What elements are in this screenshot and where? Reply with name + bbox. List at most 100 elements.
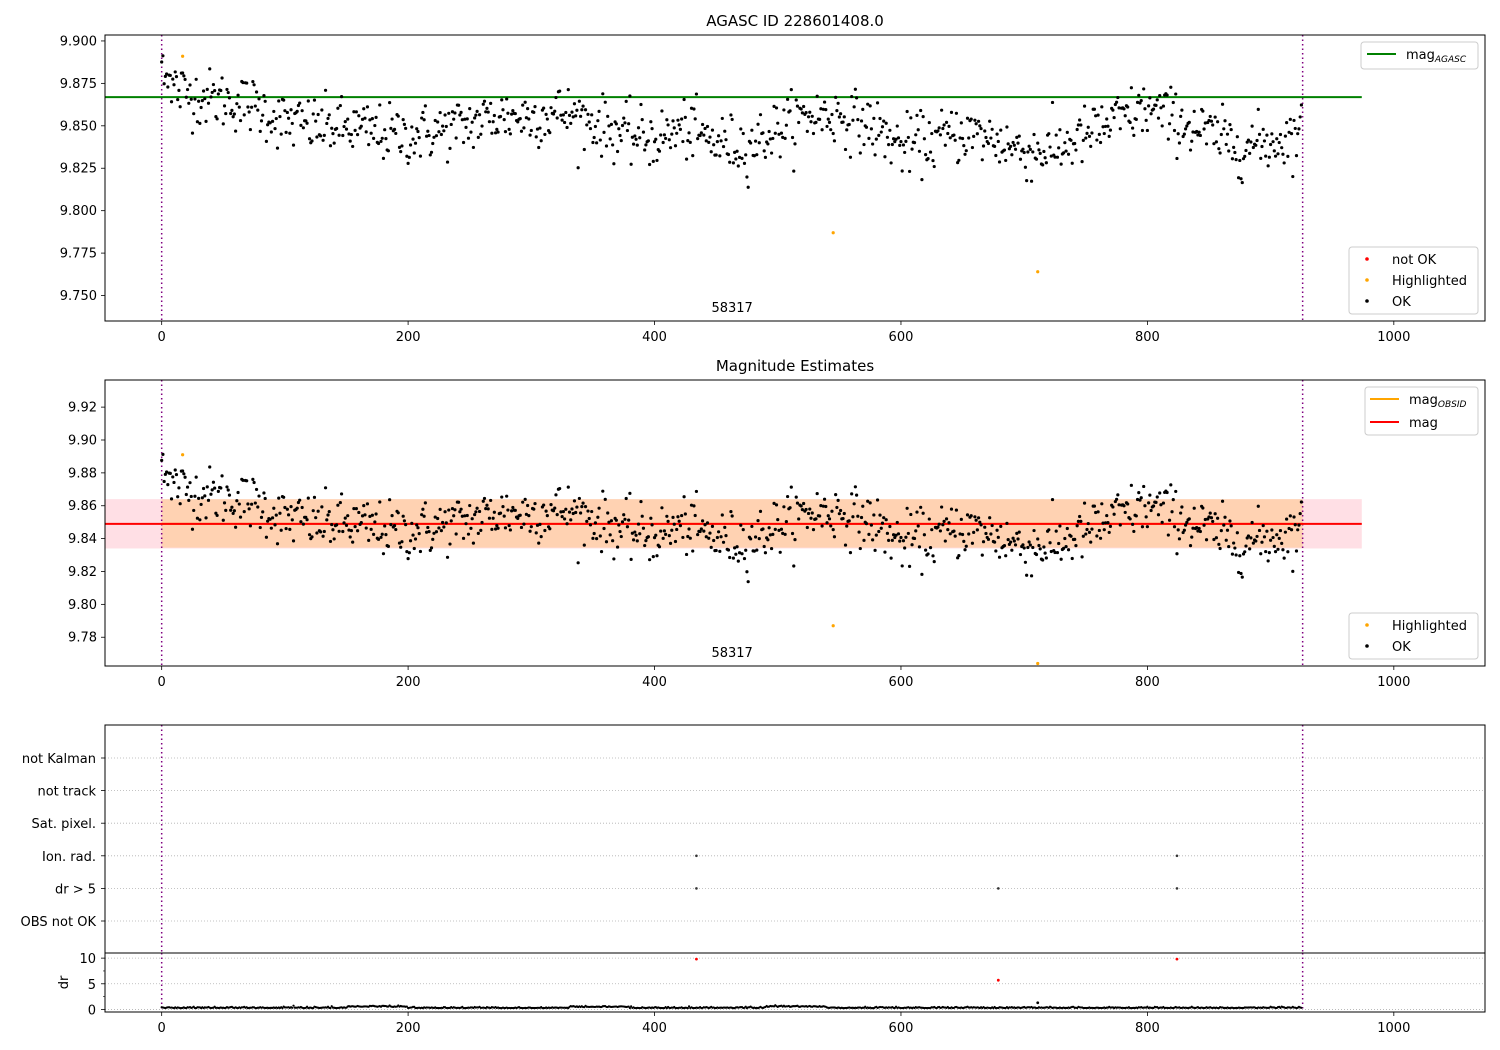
middle-ok-point <box>1286 550 1290 554</box>
middle-ok-point <box>936 525 940 529</box>
middle-ok-point <box>1116 493 1120 497</box>
top-ok-point <box>351 144 355 149</box>
top-ok-point <box>299 123 303 127</box>
top-ok-point <box>471 145 476 150</box>
top-ok-point <box>1161 104 1166 108</box>
middle-ok-point <box>852 502 856 506</box>
middle-ok-point <box>378 500 382 504</box>
top-ok-point <box>1126 105 1130 109</box>
middle-ok-point <box>173 468 177 472</box>
top-ok-point <box>1228 123 1232 127</box>
top-ok-point <box>875 101 880 105</box>
middle-ok-point <box>1191 526 1195 530</box>
dr-point <box>329 1006 332 1010</box>
top-ok-point <box>788 109 792 113</box>
middle-ok-point <box>761 527 765 531</box>
middle-ok-point <box>837 512 841 516</box>
middle-ok-point <box>689 503 694 507</box>
top-ok-point <box>1197 130 1201 134</box>
dr-xtick-label: 0 <box>158 1021 166 1036</box>
middle-ok-point <box>241 478 245 482</box>
top-ok-point <box>379 139 383 144</box>
top-legend-label: Highlighted <box>1392 274 1467 289</box>
top-ok-point <box>234 129 238 133</box>
top-ok-point <box>380 136 384 140</box>
middle-ok-point <box>330 522 334 527</box>
middle-ok-point <box>814 517 818 521</box>
top-ok-point <box>259 119 264 123</box>
top-ok-point <box>326 116 330 121</box>
middle-ok-point <box>1006 538 1010 542</box>
top-ok-point <box>907 169 912 174</box>
top-ok-point <box>1272 149 1276 153</box>
middle-ok-point <box>946 528 950 532</box>
middle-ok-point <box>284 526 288 531</box>
top-ok-point <box>762 149 766 153</box>
top-ok-point <box>1235 135 1239 139</box>
top-ok-point <box>1129 86 1133 90</box>
top-ok-point <box>1038 151 1042 155</box>
middle-ok-point <box>369 527 373 531</box>
top-ok-point <box>1294 153 1299 158</box>
middle-ok-point <box>740 552 744 556</box>
flag-category-label: not track <box>37 785 96 800</box>
top-ok-point <box>885 135 890 139</box>
top-ok-point <box>932 164 936 169</box>
middle-ok-point <box>336 503 340 507</box>
middle-ok-point <box>181 469 185 473</box>
middle-ok-point <box>1108 524 1113 528</box>
top-ok-point <box>473 116 477 120</box>
top-ok-point <box>1044 161 1048 165</box>
top-ok-point <box>1273 154 1278 158</box>
middle-ok-point <box>194 475 198 479</box>
top-ok-point <box>665 118 669 122</box>
middle-ok-point <box>859 515 864 520</box>
middle-ok-point <box>861 504 865 508</box>
middle-ok-point <box>842 511 846 516</box>
top-ok-point <box>201 89 206 93</box>
dr-xtick-label: 400 <box>642 1021 667 1036</box>
middle-ok-point <box>301 522 305 526</box>
middle-ok-point <box>1042 545 1046 549</box>
top-ok-point <box>420 116 424 120</box>
top-ok-point <box>518 117 522 121</box>
top-xtick-label: 200 <box>396 330 421 345</box>
top-ok-point <box>1155 98 1159 102</box>
middle-ok-point <box>402 519 407 523</box>
top-ok-point <box>1005 125 1009 129</box>
middle-ok-point <box>830 509 834 513</box>
top-ok-point <box>755 153 759 157</box>
middle-ok-point <box>528 529 532 533</box>
middle-ok-point <box>757 537 761 541</box>
middle-ok-point <box>465 513 469 518</box>
flags-axes-frame <box>104 724 1486 954</box>
top-legend-label: not OK <box>1392 253 1437 268</box>
middle-ok-point <box>346 514 350 518</box>
dr-outlier-point <box>996 978 1000 982</box>
middle-ok-point <box>236 490 240 495</box>
top-ok-point <box>374 115 378 119</box>
top-ok-point <box>1165 93 1169 97</box>
top-ok-point <box>712 143 716 147</box>
middle-ok-point <box>808 507 812 511</box>
middle-ok-point <box>856 514 860 518</box>
middle-ok-point <box>1167 518 1172 522</box>
middle-ok-point <box>914 529 918 533</box>
middle-ok-point <box>197 496 201 500</box>
top-ok-point <box>554 95 558 100</box>
middle-ok-point <box>1296 528 1300 532</box>
dr-outlier-point <box>1175 957 1179 961</box>
top-ok-point <box>983 129 987 133</box>
middle-ok-point <box>321 534 325 538</box>
middle-ok-point <box>1299 500 1304 504</box>
middle-ok-point <box>702 529 706 533</box>
middle-ok-point <box>1094 510 1098 515</box>
top-ok-point <box>1082 104 1087 108</box>
middle-ok-point <box>1063 536 1067 541</box>
top-ok-point <box>198 121 202 125</box>
middle-ok-point <box>705 521 710 525</box>
top-ok-point <box>337 133 341 137</box>
middle-xtick-label: 600 <box>889 675 914 690</box>
middle-ok-point <box>978 520 982 524</box>
top-ok-point <box>830 112 834 117</box>
